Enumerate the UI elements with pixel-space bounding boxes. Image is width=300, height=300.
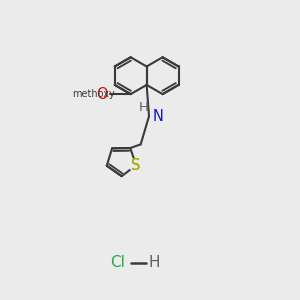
Text: N: N [153, 109, 164, 124]
Circle shape [130, 159, 143, 172]
Text: Cl: Cl [110, 255, 125, 270]
Text: O: O [97, 87, 108, 102]
Text: S: S [131, 158, 141, 173]
Text: methoxy: methoxy [72, 88, 115, 98]
Text: H: H [149, 255, 160, 270]
Text: S: S [131, 158, 141, 173]
Text: H: H [139, 101, 148, 114]
